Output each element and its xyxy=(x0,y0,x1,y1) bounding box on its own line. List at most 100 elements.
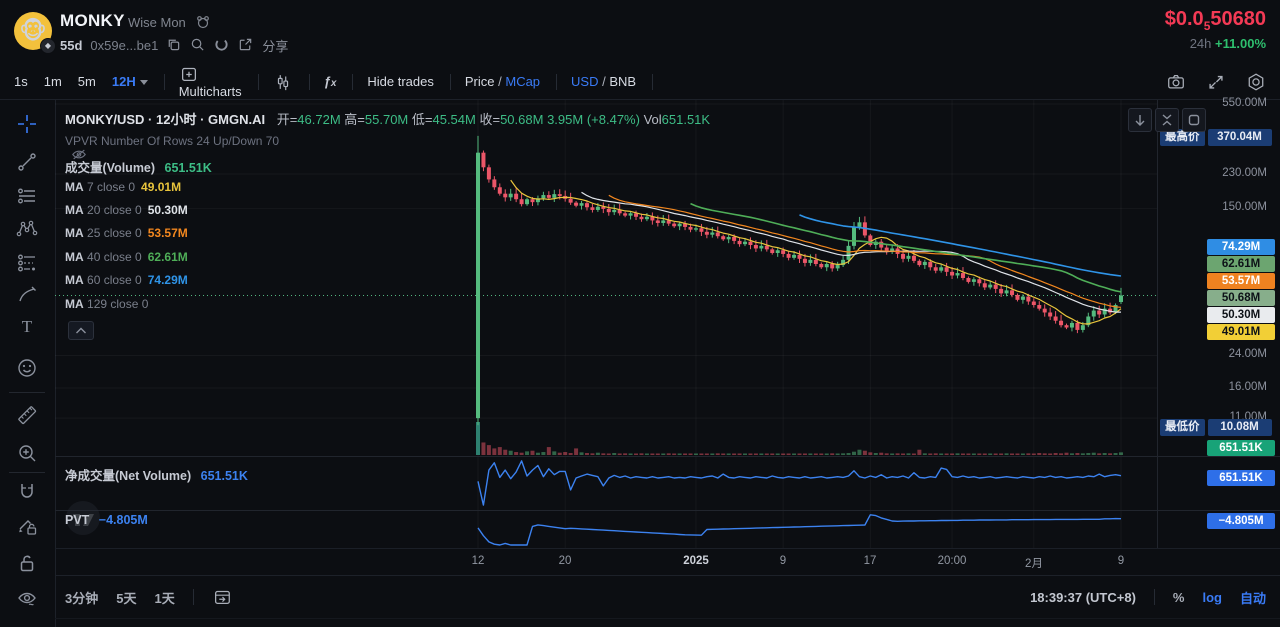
price-mcap-toggle[interactable]: Price / MCap xyxy=(464,74,541,89)
usd-bnb-toggle[interactable]: USD / BNB xyxy=(571,74,637,89)
net-volume-indicator-row[interactable]: 净成交量(Net Volume) 651.51K xyxy=(65,469,248,483)
interval-12h-button[interactable]: 12H xyxy=(112,74,148,89)
eye-off-icon[interactable] xyxy=(71,148,87,161)
crosshair-tool-icon[interactable] xyxy=(16,113,38,135)
chart-bottom-bar: 3分钟 5天 1天 18:39:37 (UTC+8) % log 自动 xyxy=(55,575,1280,619)
drawing-lock-tool-icon[interactable] xyxy=(16,515,38,537)
token-tag-icon xyxy=(196,15,210,29)
time-axis-label: 2月 xyxy=(1025,558,1043,570)
change-24h-value: +11.00% xyxy=(1215,36,1266,51)
time-axis-label: 9 xyxy=(1117,555,1125,567)
range-1d-button[interactable]: 1天 xyxy=(154,590,175,606)
xabcd-pattern-tool-icon[interactable] xyxy=(16,218,38,240)
pane-separator[interactable] xyxy=(55,456,1280,457)
arrow-down-icon xyxy=(1135,114,1145,126)
emoji-tool-icon[interactable] xyxy=(16,357,38,379)
divider xyxy=(449,73,451,90)
magnet-tool-icon[interactable] xyxy=(16,481,38,503)
interval-1m-button[interactable]: 1m xyxy=(43,74,62,89)
ma60-legend-row[interactable]: MA 60 close 0 74.29M xyxy=(65,273,188,287)
time-axis-label: 20 xyxy=(558,555,572,567)
divider xyxy=(556,73,558,90)
interval-1s-button[interactable]: 1s xyxy=(14,74,28,89)
external-link-icon[interactable] xyxy=(238,37,254,53)
auto-scale-button[interactable]: 自动 xyxy=(1239,590,1266,606)
change-period-label: 24h xyxy=(1189,36,1212,51)
price-axis-label: 150.00M xyxy=(1222,201,1267,213)
ma40-legend-row[interactable]: MA 40 close 0 62.61M xyxy=(65,250,188,264)
lock-all-tool-icon[interactable] xyxy=(16,552,38,574)
screenshot-camera-icon[interactable] xyxy=(1166,72,1186,92)
ma7-legend-row[interactable]: MA 7 close 0 49.01M xyxy=(65,180,182,194)
divider xyxy=(1153,589,1155,605)
ma25-legend-row[interactable]: MA 25 close 0 53.57M xyxy=(65,226,188,240)
text-tool-icon[interactable]: T xyxy=(16,315,38,337)
copy-icon[interactable] xyxy=(166,37,182,53)
chart-settings-gear-icon[interactable] xyxy=(1246,72,1266,92)
compare-candles-icon[interactable] xyxy=(273,72,293,92)
token-avatar[interactable]: 🐵 xyxy=(14,12,52,50)
pvt-indicator-row[interactable]: PVT −4.805M xyxy=(65,513,148,527)
svg-text:T: T xyxy=(22,317,33,336)
search-icon[interactable] xyxy=(190,37,206,53)
candlestick-chart[interactable] xyxy=(55,100,1157,548)
rail-divider xyxy=(9,472,45,473)
multicharts-button[interactable]: Multicharts xyxy=(179,64,242,99)
vpvr-indicator-row[interactable]: VPVR Number Of Rows 24 Up/Down 70 xyxy=(65,134,279,161)
hide-trades-button[interactable]: Hide trades xyxy=(367,74,434,89)
scroll-to-latest-button[interactable] xyxy=(1128,108,1152,132)
go-to-date-icon[interactable] xyxy=(212,587,232,607)
log-scale-button[interactable]: log xyxy=(1202,589,1222,605)
price-axis-label: 16.00M xyxy=(1228,381,1267,393)
range-3min-button[interactable]: 3分钟 xyxy=(65,590,99,606)
ma20-legend-row[interactable]: MA 20 close 0 50.30M xyxy=(65,203,188,217)
price-axis-label: 24.00M xyxy=(1228,348,1267,360)
holders-pie-icon[interactable] xyxy=(214,37,230,53)
volume-indicator-row[interactable]: 成交量(Volume) 651.51K xyxy=(65,161,212,175)
ma40-value-badge: 62.61M xyxy=(1207,256,1275,272)
trend-line-tool-icon[interactable] xyxy=(16,151,38,173)
chevron-down-icon xyxy=(139,80,148,86)
indicators-fx-icon[interactable]: ƒx xyxy=(323,74,337,89)
rail-divider xyxy=(9,392,45,393)
price-axis-label: 230.00M xyxy=(1222,167,1267,179)
divider xyxy=(257,73,259,90)
fullscreen-expand-icon[interactable] xyxy=(1206,72,1226,92)
token-price: $0.0550680 xyxy=(1164,8,1266,33)
maximize-pane-button[interactable] xyxy=(1182,108,1206,132)
hide-drawings-eye-icon[interactable] xyxy=(16,587,38,609)
range-5d-button[interactable]: 5天 xyxy=(116,590,137,606)
percent-scale-button[interactable]: % xyxy=(1172,589,1185,605)
avatar-platform-badge-icon: ◆ xyxy=(40,38,56,54)
token-age: 55d xyxy=(60,37,83,53)
fib-retracement-tool-icon[interactable] xyxy=(16,185,38,207)
token-header: 🐵 ◆ MONKY Wise Mon 55d 0x59e...be1 分享 $ xyxy=(0,0,1280,64)
chevron-up-icon xyxy=(76,327,86,333)
time-axis[interactable]: 12 20 2025 9 17 20:00 2月 9 xyxy=(55,548,1280,576)
zoom-in-tool-icon[interactable] xyxy=(16,442,38,464)
pane-separator[interactable] xyxy=(55,510,1280,511)
brush-tool-icon[interactable] xyxy=(16,284,38,306)
price-axis-label: 550.00M xyxy=(1222,97,1267,109)
pvt-value-badge: −4.805M xyxy=(1207,513,1275,529)
token-name: Wise Mon xyxy=(128,15,186,30)
contract-address[interactable]: 0x59e...be1 xyxy=(90,37,159,53)
projection-tool-icon[interactable] xyxy=(16,251,38,273)
share-button[interactable]: 分享 xyxy=(262,38,289,54)
chart-legend-title[interactable]: MONKY/USD · 12小时 · GMGN.AI 开=46.72M 高=55… xyxy=(65,112,711,127)
divider xyxy=(308,73,310,90)
collapse-pane-button[interactable] xyxy=(1155,108,1179,132)
ma7-value-badge: 49.01M xyxy=(1207,324,1275,340)
measure-ruler-tool-icon[interactable] xyxy=(16,404,38,426)
chevrons-vertical-icon xyxy=(1162,114,1172,126)
chart-area[interactable]: MONKY/USD · 12小时 · GMGN.AI 开=46.72M 高=55… xyxy=(55,97,1280,576)
interval-5m-button[interactable]: 5m xyxy=(77,74,96,89)
session-clock[interactable]: 18:39:37 (UTC+8) xyxy=(1030,589,1136,605)
price-axis[interactable]: 550.00M 230.00M 150.00M 24.00M 16.00M 11.00M … xyxy=(1157,97,1280,548)
ma-value-badges: 74.29M 62.61M 53.57M 50.68M 50.30M 49.01… xyxy=(1207,239,1275,341)
legend-collapse-button[interactable] xyxy=(68,321,94,340)
ma60-value-badge: 74.29M xyxy=(1207,239,1275,255)
ma129-legend-row[interactable]: MA 129 close 0 xyxy=(65,297,149,311)
divider xyxy=(652,73,654,90)
